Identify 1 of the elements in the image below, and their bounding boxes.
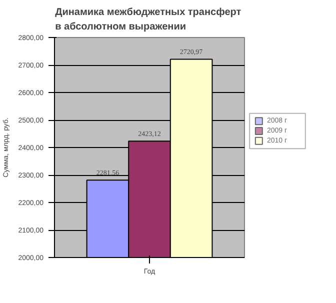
chart-title: Динамика межбюджетных трансферт в абсолютном выражении (55, 7, 242, 32)
